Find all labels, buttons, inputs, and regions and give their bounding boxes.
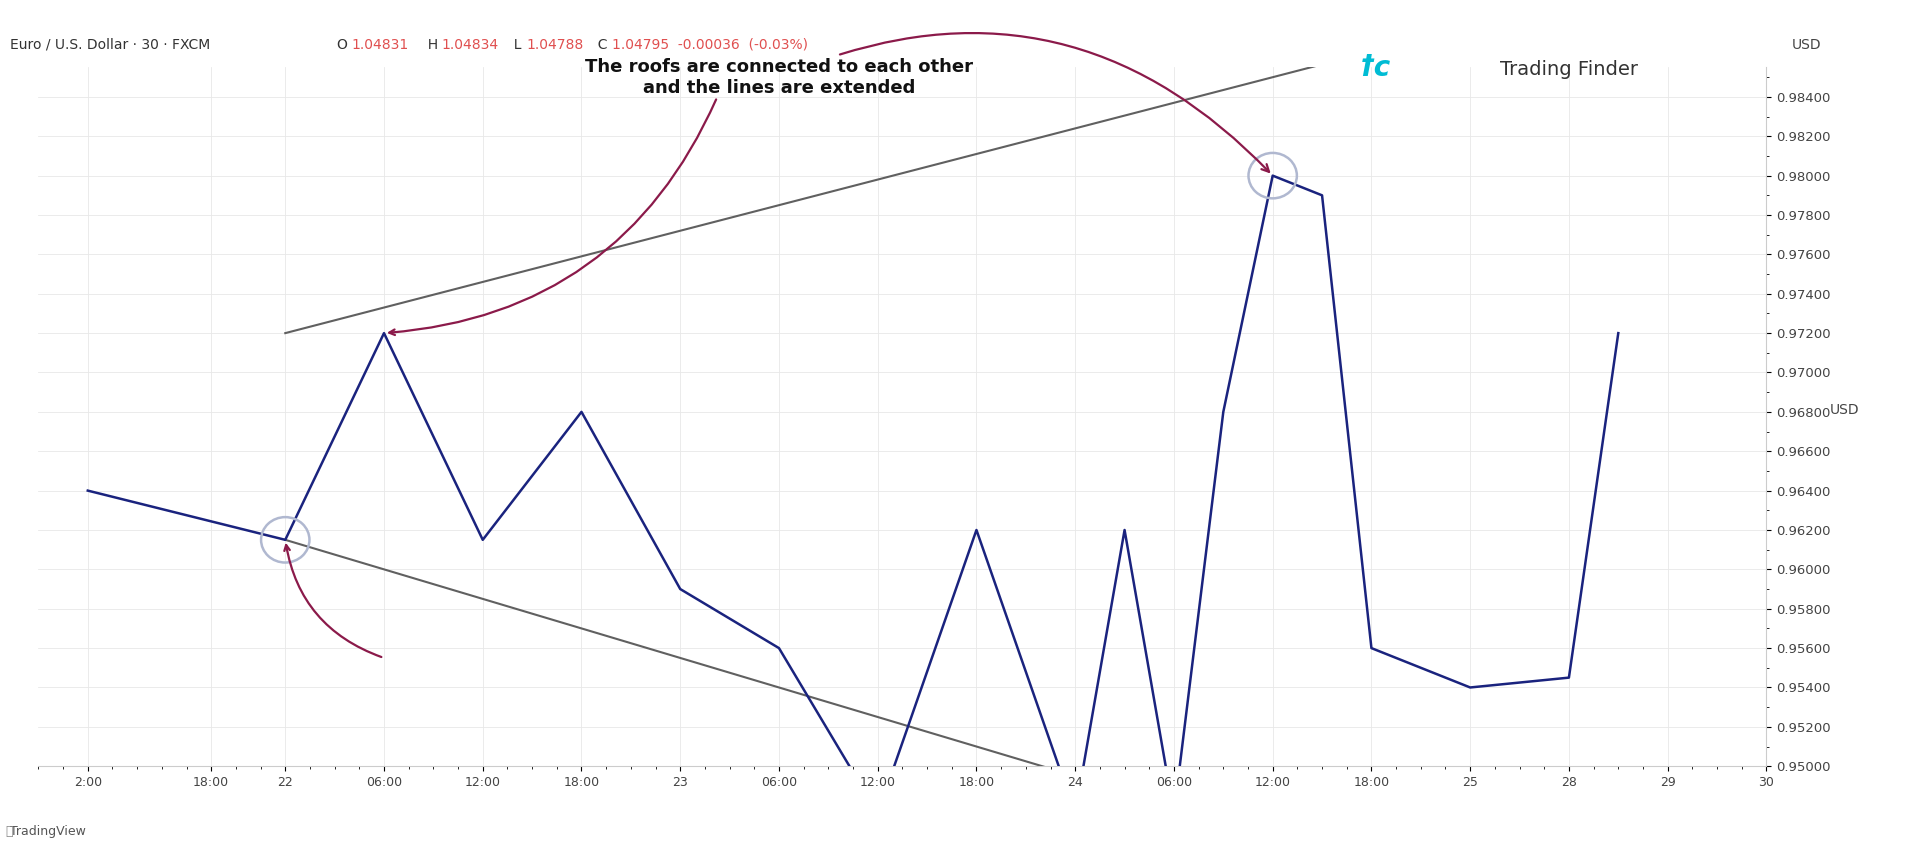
Text: ⨸: ⨸ — [6, 825, 13, 838]
Text: ꝉc: ꝉc — [1359, 54, 1392, 82]
Text: 1.04834: 1.04834 — [442, 38, 499, 52]
Text: USD: USD — [1791, 38, 1820, 52]
Text: Trading Finder: Trading Finder — [1500, 60, 1638, 79]
Text: C: C — [589, 38, 609, 52]
Text: 1.04831: 1.04831 — [351, 38, 409, 52]
Text: L: L — [505, 38, 522, 52]
Text: H: H — [419, 38, 438, 52]
Text: O: O — [336, 38, 348, 52]
Text: Euro / U.S. Dollar · 30 · FXCM: Euro / U.S. Dollar · 30 · FXCM — [10, 38, 219, 52]
Text: 1.04788: 1.04788 — [526, 38, 584, 52]
Text: 1.04795  -0.00036  (-0.03%): 1.04795 -0.00036 (-0.03%) — [612, 38, 808, 52]
Y-axis label: USD: USD — [1830, 402, 1859, 417]
Text: TradingView: TradingView — [10, 825, 86, 838]
Text: The roofs are connected to each other
and the lines are extended: The roofs are connected to each other an… — [586, 33, 1269, 172]
